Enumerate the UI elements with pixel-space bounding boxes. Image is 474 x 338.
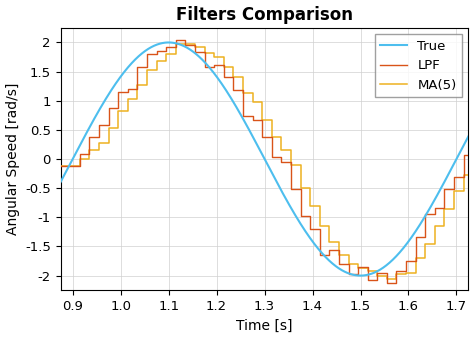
True	[246, 126, 251, 130]
True	[256, 147, 262, 151]
MA(5)	[470, 161, 474, 165]
LPF	[182, 44, 188, 48]
True	[454, 156, 460, 160]
True	[379, 266, 385, 270]
Y-axis label: Angular Speed [rad/s]: Angular Speed [rad/s]	[6, 83, 19, 235]
LPF	[269, 155, 274, 159]
MA(5)	[384, 276, 390, 281]
MA(5)	[173, 42, 179, 46]
Title: Filters Comparison: Filters Comparison	[176, 5, 353, 24]
Line: LPF: LPF	[61, 40, 473, 283]
LPF	[384, 281, 390, 285]
LPF	[154, 52, 159, 56]
LPF	[173, 38, 179, 42]
MA(5)	[240, 75, 246, 79]
LPF	[125, 87, 131, 91]
True	[58, 180, 64, 184]
MA(5)	[269, 135, 274, 139]
True	[465, 134, 471, 138]
MA(5)	[403, 271, 409, 275]
X-axis label: Time [s]: Time [s]	[237, 318, 293, 333]
Line: True: True	[61, 43, 468, 275]
Legend: True, LPF, MA(5): True, LPF, MA(5)	[375, 34, 462, 97]
MA(5)	[182, 42, 188, 46]
LPF	[58, 164, 64, 168]
MA(5)	[125, 97, 131, 101]
Line: MA(5): MA(5)	[61, 44, 473, 279]
True	[79, 140, 84, 144]
LPF	[470, 143, 474, 147]
LPF	[240, 88, 246, 92]
True	[358, 273, 364, 277]
MA(5)	[154, 68, 159, 72]
True	[454, 156, 460, 160]
LPF	[403, 259, 409, 263]
MA(5)	[58, 164, 64, 168]
True	[166, 41, 172, 45]
